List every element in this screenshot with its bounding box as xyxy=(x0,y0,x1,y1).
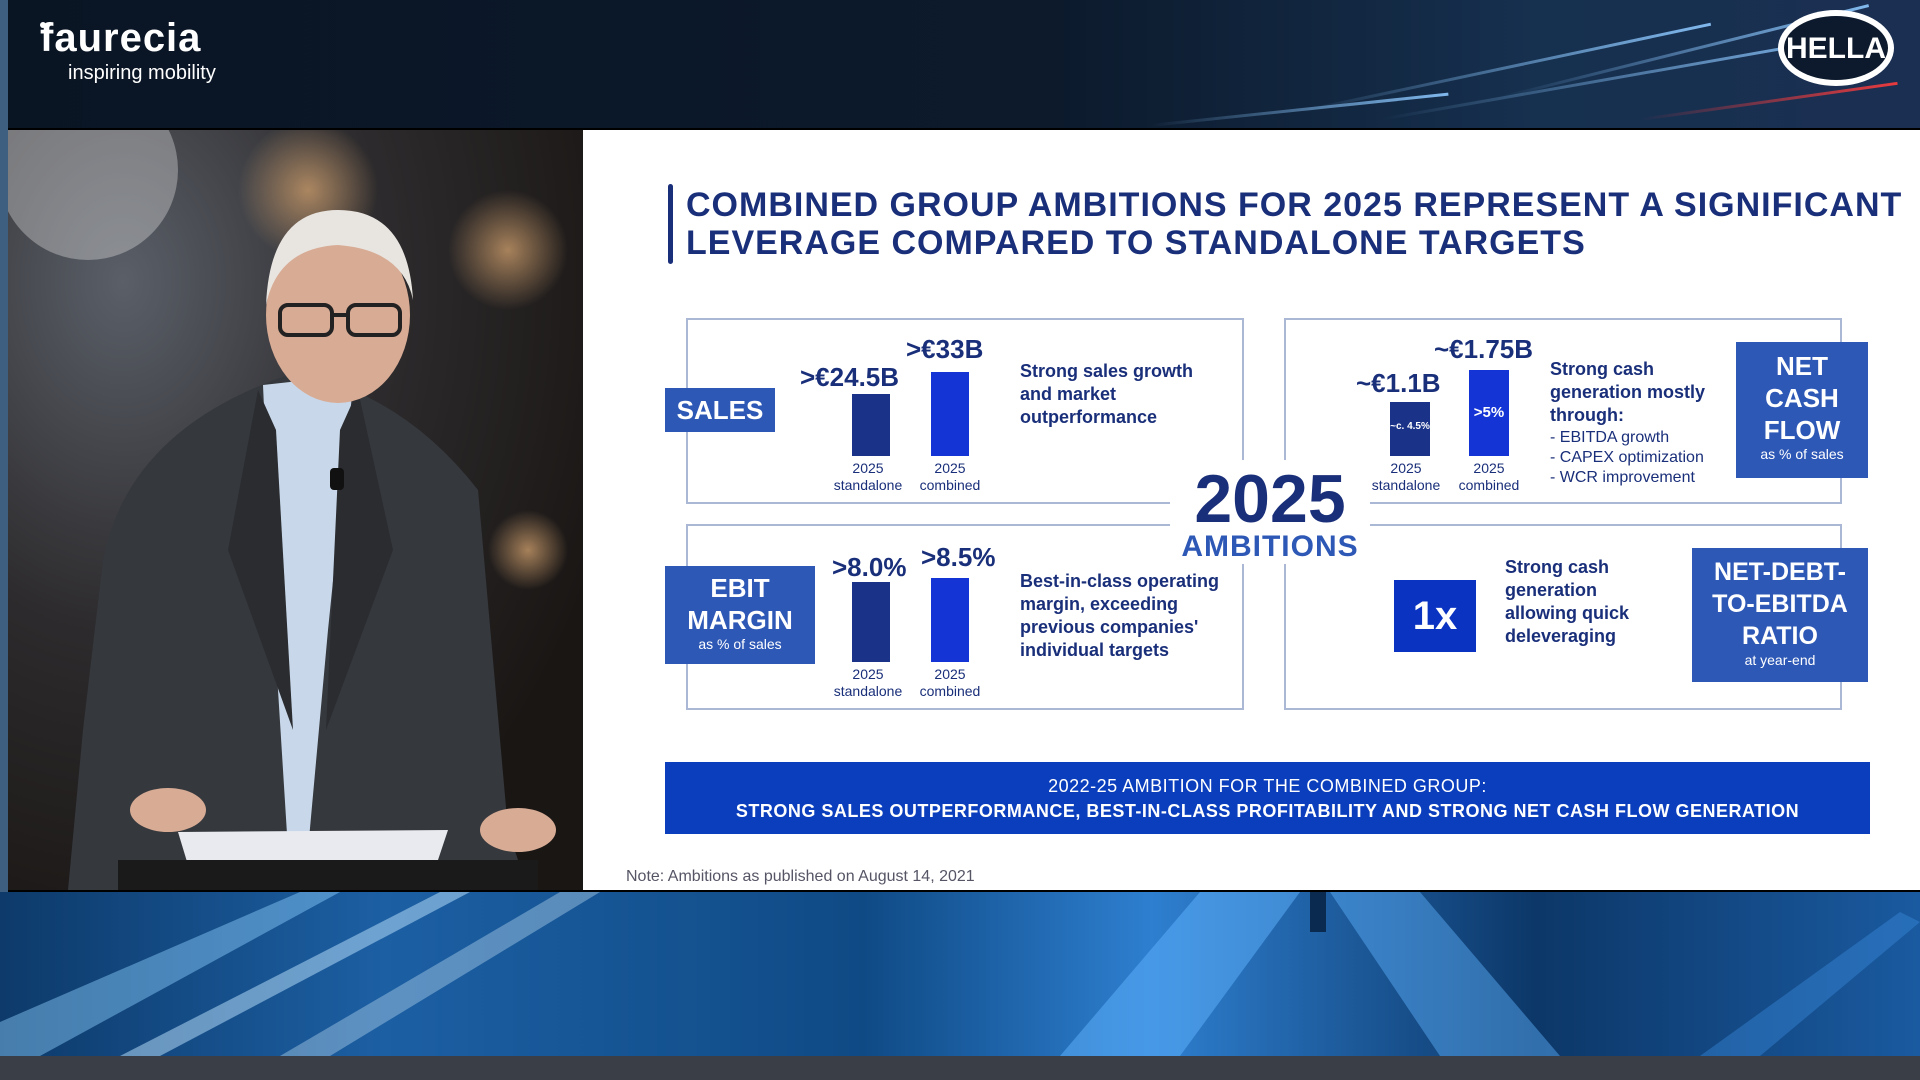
sales-standalone-value: >€24.5B xyxy=(800,362,900,392)
center-year: 2025 xyxy=(1170,460,1370,538)
slide-footnote: Note: Ambitions as published on August 1… xyxy=(626,868,975,885)
cashflow-combined-value: ~€1.75B xyxy=(1434,334,1534,364)
sales-standalone-bar-label: 2025 standalone xyxy=(833,460,903,493)
slide-title-line2: LEVERAGE COMPARED TO STANDALONE TARGETS xyxy=(686,224,1586,262)
ebit-label: EBIT MARGIN as % of sales xyxy=(665,566,815,664)
cashflow-bullet: - CAPEX optimization xyxy=(1550,449,1704,466)
cashflow-standalone-value: ~€1.1B xyxy=(1356,368,1441,398)
cashflow-standalone-bar: ~c. 4.5% xyxy=(1390,402,1430,456)
ebit-description: Best-in-class operating margin, exceedin… xyxy=(1020,571,1220,660)
presenter-figure xyxy=(8,130,568,890)
hella-logo-text: HELLA xyxy=(1786,32,1886,65)
banner-line2: STRONG SALES OUTPERFORMANCE, BEST-IN-CLA… xyxy=(735,801,1800,821)
center-ambitions-label: AMBITIONS xyxy=(1165,530,1375,564)
ebit-standalone-bar-label: 2025 standalone xyxy=(833,666,903,699)
light-streak xyxy=(1299,22,1712,113)
sales-description: Strong sales growth and market outperfor… xyxy=(1020,361,1194,427)
bottom-strip xyxy=(0,1056,1920,1080)
window-left-edge xyxy=(0,0,8,1080)
title-accent-bar xyxy=(668,184,673,264)
cashflow-description: Strong cash generation mostly through: xyxy=(1550,359,1706,425)
cashflow-bullets: - EBITDA growth - CAPEX optimization - W… xyxy=(1550,428,1730,488)
ambition-banner: 2022-25 AMBITION FOR THE COMBINED GROUP:… xyxy=(665,762,1870,834)
sales-standalone-bar xyxy=(852,394,890,456)
cashflow-combined-bar: >5% xyxy=(1469,370,1509,456)
sales-combined-value: >€33B xyxy=(906,334,984,364)
ebit-combined-bar xyxy=(931,578,969,662)
sales-combined-bar-label: 2025 combined xyxy=(919,460,981,493)
presenter-video xyxy=(8,130,583,890)
banner-line1: 2022-25 AMBITION FOR THE COMBINED GROUP: xyxy=(1048,776,1487,796)
netdebt-label: NET-DEBT- TO-EBITDA RATIO at year-end xyxy=(1692,548,1868,682)
slide-title-line1: COMBINED GROUP AMBITIONS FOR 2025 REPRES… xyxy=(686,186,1903,224)
hella-logo: HELLA xyxy=(1778,10,1894,86)
cashflow-bullet: - WCR improvement xyxy=(1550,469,1695,486)
ebit-standalone-bar xyxy=(852,582,890,662)
faurecia-logo: faurecia xyxy=(40,16,202,60)
sales-label: SALES xyxy=(665,388,775,432)
sales-combined-bar xyxy=(931,372,969,456)
cashflow-standalone-bar-label: 2025 standalone xyxy=(1371,460,1441,493)
cashflow-label: NET CASH FLOW as % of sales xyxy=(1736,342,1868,478)
faurecia-logo-dot xyxy=(40,22,46,28)
header-bar xyxy=(0,0,1920,128)
cashflow-bullet: - EBITDA growth xyxy=(1550,429,1670,446)
bottom-decorative-band xyxy=(0,892,1920,1056)
slide-title: COMBINED GROUP AMBITIONS FOR 2025 REPRES… xyxy=(686,186,1916,262)
bottom-light-rays xyxy=(0,892,1920,1056)
light-streak xyxy=(1149,92,1449,127)
netdebt-value-box: 1x xyxy=(1394,580,1476,652)
ebit-standalone-value: >8.0% xyxy=(832,552,907,582)
faurecia-tagline: inspiring mobility xyxy=(68,62,216,84)
ebit-combined-bar-label: 2025 combined xyxy=(919,666,981,699)
ebit-combined-value: >8.5% xyxy=(921,542,996,572)
netdebt-description: Strong cash generation allowing quick de… xyxy=(1505,557,1630,646)
cashflow-combined-bar-label: 2025 combined xyxy=(1458,460,1520,493)
